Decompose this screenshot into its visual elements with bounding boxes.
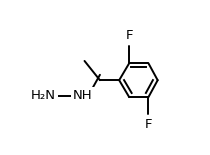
Text: F: F: [145, 118, 152, 131]
Text: H₂N: H₂N: [31, 89, 56, 102]
Text: NH: NH: [73, 89, 93, 102]
Text: F: F: [125, 29, 133, 42]
